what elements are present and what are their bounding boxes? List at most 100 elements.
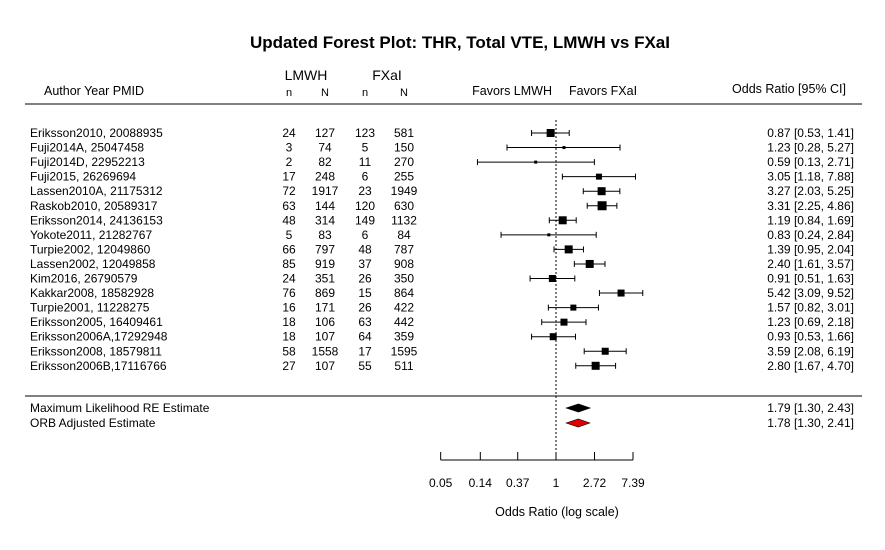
fxai-events: 11: [359, 155, 372, 169]
point-estimate-square: [560, 318, 568, 326]
point-estimate-square: [585, 259, 594, 268]
study-row: Eriksson2010, 20088935 24 127 123 581 0.87 [0…: [30, 126, 854, 140]
lmwh-events: 24: [282, 126, 296, 140]
odds-ratio-ci: 5.42 [3.09, 9.52]: [767, 286, 854, 300]
lmwh-total: 106: [315, 315, 335, 329]
summary-label: ORB Adjusted Estimate: [30, 416, 156, 430]
odds-ratio-ci: 0.87 [0.53, 1.41]: [767, 126, 854, 140]
odds-ratio-ci: 3.59 [2.08, 6.19]: [767, 344, 854, 358]
study-label: Eriksson2010, 20088935: [30, 126, 163, 140]
fxai-events: 6: [362, 228, 369, 242]
lmwh-total: 1558: [312, 344, 339, 358]
group2-n-header: n: [362, 87, 368, 99]
point-estimate-square: [597, 187, 606, 196]
study-row: Turpie2002, 12049860 66 797 48 787 1.39 [0.95…: [30, 242, 854, 256]
study-row: Fuji2014A, 25047458 3 74 5 150 1.23 [0.28, 5.…: [30, 141, 854, 155]
lmwh-total: 127: [315, 126, 335, 140]
summary-rows: Maximum Likelihood RE Estimate 1.79 [1.30…: [30, 401, 854, 430]
point-estimate-square: [597, 201, 607, 211]
fxai-events: 55: [358, 359, 372, 373]
study-row: Kakkar2008, 18582928 76 869 15 864 5.42 [3.09…: [30, 286, 854, 300]
lmwh-events: 18: [282, 330, 296, 344]
lmwh-total: 869: [315, 286, 335, 300]
study-row: Fuji2015, 26269694 17 248 6 255 3.05 [1.18, 7…: [30, 170, 854, 184]
study-label: Fuji2014D, 22952213: [30, 155, 145, 169]
summary-row: ORB Adjusted Estimate 1.78 [1.30, 2.41]: [30, 416, 854, 430]
point-estimate-square: [534, 160, 538, 164]
lmwh-total: 919: [315, 257, 335, 271]
summary-diamond: [565, 403, 592, 413]
fxai-total: 581: [394, 126, 414, 140]
odds-ratio-ci: 1.23 [0.69, 2.18]: [767, 315, 854, 329]
fxai-events: 6: [362, 170, 369, 184]
lmwh-total: 107: [315, 359, 335, 373]
fxai-total: 84: [397, 228, 411, 242]
odds-ratio-ci: 3.05 [1.18, 7.88]: [767, 170, 854, 184]
study-label: Kim2016, 26790579: [30, 272, 138, 286]
lmwh-total: 351: [315, 272, 335, 286]
point-estimate-square: [591, 361, 600, 370]
fxai-total: 908: [394, 257, 414, 271]
fxai-events: 15: [358, 286, 372, 300]
point-estimate-square: [595, 173, 602, 180]
x-tick-label: 1: [553, 476, 560, 490]
fxai-total: 630: [394, 199, 414, 213]
odds-ratio-ci: 1.39 [0.95, 2.04]: [767, 242, 854, 256]
study-row: Kim2016, 26790579 24 351 26 350 0.91 [0.51, 1…: [30, 272, 854, 286]
x-tick-label: 0.05: [429, 476, 453, 490]
lmwh-total: 144: [315, 199, 335, 213]
study-label: Eriksson2006B,17116766: [30, 359, 167, 373]
lmwh-events: 58: [282, 344, 296, 358]
study-label: Eriksson2008, 18579811: [30, 344, 162, 358]
fxai-events: 120: [355, 199, 375, 213]
fxai-total: 864: [394, 286, 414, 300]
fxai-total: 270: [394, 155, 414, 169]
fxai-total: 1132: [391, 213, 417, 227]
effect-column-header: Odds Ratio [95% CI]: [732, 82, 846, 96]
lmwh-total: 314: [315, 213, 335, 227]
study-label: Turpie2002, 12049860: [30, 242, 151, 256]
group1-header: LMWH: [285, 67, 328, 83]
lmwh-events: 27: [282, 359, 296, 373]
lmwh-events: 18: [282, 315, 296, 329]
study-label: Eriksson2005, 16409461: [30, 315, 163, 329]
lmwh-events: 24: [282, 272, 296, 286]
odds-ratio-ci: 0.83 [0.24, 2.84]: [767, 228, 854, 242]
point-estimate-square: [564, 245, 573, 254]
lmwh-events: 17: [282, 170, 296, 184]
x-tick-label: 7.39: [621, 476, 645, 490]
odds-ratio-ci: 0.91 [0.51, 1.63]: [767, 272, 854, 286]
fxai-total: 787: [394, 242, 414, 256]
study-row: Yokote2011, 21282767 5 83 6 84 0.83 [0.24, 2.…: [30, 228, 854, 242]
summary-row: Maximum Likelihood RE Estimate 1.79 [1.30…: [30, 401, 854, 415]
fxai-events: 149: [355, 213, 375, 227]
study-row: Eriksson2005, 16409461 18 106 63 442 1.23 [0.…: [30, 315, 854, 329]
fxai-total: 150: [394, 141, 414, 155]
fxai-events: 26: [358, 301, 372, 315]
lmwh-events: 72: [282, 184, 296, 198]
lmwh-events: 48: [282, 213, 296, 227]
study-row: Eriksson2006B,17116766 27 107 55 511 2.80 [1.…: [30, 359, 854, 373]
point-estimate-square: [617, 289, 625, 297]
fxai-total: 1949: [391, 184, 418, 198]
fxai-events: 64: [358, 330, 372, 344]
point-estimate-square: [570, 304, 577, 311]
point-estimate-square: [547, 233, 551, 237]
fxai-events: 5: [362, 141, 369, 155]
study-row: Lassen2002, 12049858 85 919 37 908 2.40 [1.61…: [30, 257, 854, 271]
odds-ratio-ci: 1.23 [0.28, 5.27]: [767, 141, 854, 155]
fxai-total: 359: [394, 330, 414, 344]
odds-ratio-ci: 0.59 [0.13, 2.71]: [767, 155, 854, 169]
study-row: Eriksson2006A,17292948 18 107 64 359 0.93 [0.…: [30, 330, 854, 344]
point-estimate-square: [562, 146, 566, 150]
lmwh-events: 63: [282, 199, 296, 213]
point-estimate-square: [546, 129, 555, 137]
fxai-events: 123: [355, 126, 375, 140]
study-row: Eriksson2008, 18579811 58 1558 17 1595 3.59 […: [30, 344, 854, 358]
summary-odds-ratio-ci: 1.78 [1.30, 2.41]: [767, 416, 854, 430]
study-label: Yokote2011, 21282767: [30, 228, 152, 242]
fxai-total: 442: [394, 315, 414, 329]
lmwh-total: 171: [315, 301, 335, 315]
summary-diamond: [565, 418, 591, 428]
